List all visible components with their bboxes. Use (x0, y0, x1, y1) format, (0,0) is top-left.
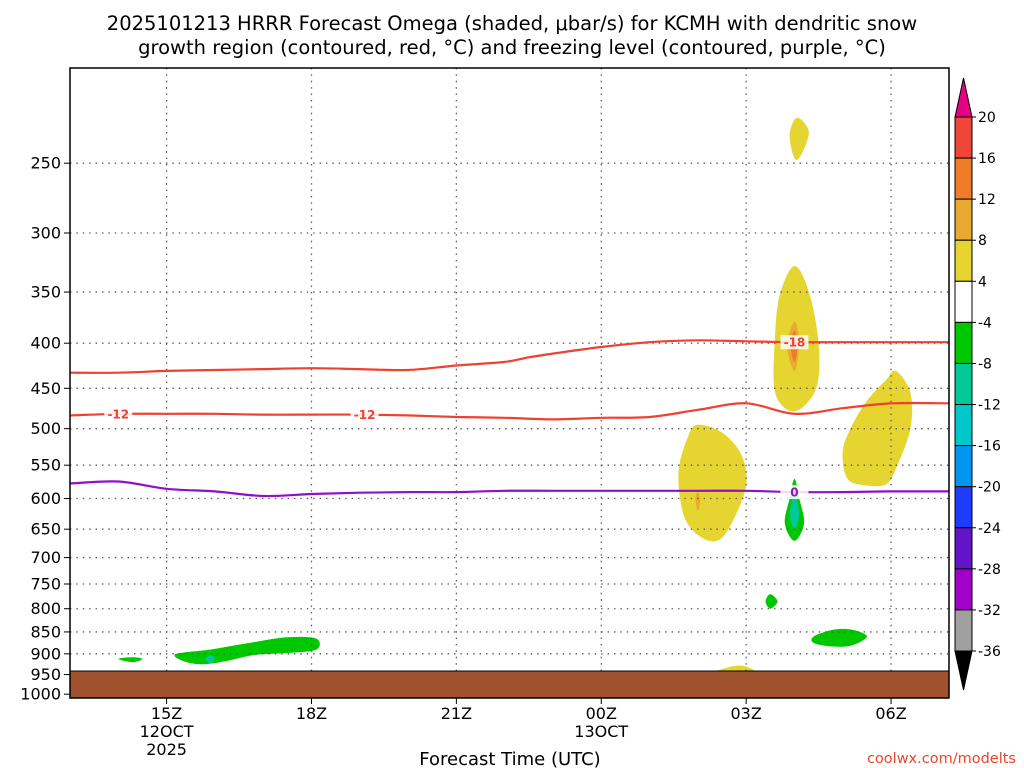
y-tick-label-950: 950 (30, 665, 61, 684)
colorbar-band-11 (954, 568, 973, 611)
isotherm-label-bg (780, 485, 809, 500)
y-tick-label-700: 700 (30, 548, 61, 567)
y-tick-label-250: 250 (30, 154, 61, 173)
colorbar-label-8: -16 (978, 439, 1001, 455)
colorbar-band-2 (954, 198, 973, 241)
colorbar-label-1: 16 (978, 151, 996, 167)
omega-region-14 (89, 614, 331, 675)
y-tick-label-350: 350 (30, 283, 61, 302)
colorbar-label-11: -28 (978, 562, 1001, 578)
y-tick-label-800: 800 (30, 599, 61, 618)
isotherm-label-bg (780, 335, 809, 350)
omega-region-18 (624, 570, 949, 651)
y-tick-label-400: 400 (30, 334, 61, 353)
colorbar-label-13: -36 (978, 644, 1001, 660)
y-tick-label-550: 550 (30, 456, 61, 475)
x-tick-label-27-0: 03Z (730, 704, 761, 723)
y-tick-label-1000: 1000 (20, 685, 61, 704)
isotherm-label-bg (104, 406, 133, 421)
x-tick-label-15-2: 2025 (146, 740, 187, 759)
credit-text: coolwx.com/modelts (867, 751, 1016, 767)
omega-region-20 (811, 628, 867, 647)
colorbar-label-6: -8 (978, 356, 992, 372)
colorbar-band-10 (954, 527, 973, 570)
chart-title-line-2: growth region (contoured, red, °C) and f… (138, 36, 886, 59)
omega-hole-0 (891, 625, 906, 633)
y-tick-label-500: 500 (30, 419, 61, 438)
omega-region-15 (118, 657, 143, 663)
omega-region-19 (765, 594, 778, 609)
colorbar-label-3: 8 (978, 233, 987, 249)
omega-region-9 (543, 414, 568, 519)
plot-area: -18 -12 -12 0 (70, 68, 949, 698)
omega-region-17 (205, 655, 215, 664)
omega-region-13 (938, 478, 949, 556)
x-tick-label-24-1: 13OCT (574, 722, 628, 741)
x-tick-label-24-0: 00Z (586, 704, 617, 723)
x-axis-label: Forecast Time (UTC) (419, 749, 600, 768)
y-tick-label-750: 750 (30, 574, 61, 593)
ground-fill (70, 671, 949, 698)
x-tick-label-15-0: 15Z (151, 704, 182, 723)
colorbar-band-4 (954, 280, 973, 323)
colorbar-label-9: -20 (978, 480, 1001, 496)
omega-region-5 (695, 492, 701, 512)
colorbar-band-12 (954, 609, 973, 652)
colorbar-label-12: -32 (978, 603, 1001, 619)
colorbar-band-5 (954, 321, 973, 364)
colorbar-label-5: -4 (978, 315, 992, 331)
plot-frame (69, 67, 950, 699)
x-tick-label-18-0: 18Z (296, 704, 327, 723)
colorbar-label-10: -24 (978, 521, 1001, 537)
colorbar-band-6 (954, 362, 973, 406)
ground-layer (70, 670, 949, 698)
y-tick-label-600: 600 (30, 489, 61, 508)
colorbar-band-8 (954, 445, 973, 488)
y-tick-label-900: 900 (30, 644, 61, 663)
temperature-contours: -18 -12 -12 0 (70, 335, 949, 500)
colorbar-under-triangle (954, 650, 973, 691)
colorbar-band-3 (954, 239, 973, 282)
colorbar-band-7 (954, 404, 973, 447)
isotherm-label-dgz-bottom-1: -12 (354, 408, 376, 422)
omega-region-4 (678, 424, 747, 542)
omega-region-12 (789, 495, 800, 530)
omega-region-0 (789, 117, 809, 161)
colorbar-band-9 (954, 486, 973, 529)
isotherm-label-dgz-bottom-0: -12 (107, 407, 129, 421)
colorbar-band-0 (954, 116, 973, 159)
colorbar-band-1 (954, 157, 973, 200)
colorbar-label-4: 4 (978, 274, 987, 290)
isotherm-label-bg (350, 407, 379, 422)
isotherm-label-freezing-level-0: 0 (790, 486, 798, 500)
y-tick-label-300: 300 (30, 224, 61, 243)
isotherm-label-dgz-top-0: -18 (784, 336, 806, 350)
y-tick-label-650: 650 (30, 520, 61, 539)
chart-title-line-1: 2025101213 HRRR Forecast Omega (shaded, … (107, 12, 917, 35)
x-tick-label-30-0: 06Z (875, 704, 906, 723)
y-tick-label-850: 850 (30, 622, 61, 641)
colorbar-label-2: 12 (978, 192, 996, 208)
y-axis-ticks: 250 300 350 400 450 500 550 600 650 700 750 800 850 9… (20, 154, 70, 704)
x-tick-label-21-0: 21Z (441, 704, 472, 723)
y-tick-label-450: 450 (30, 379, 61, 398)
colorbar-label-7: -12 (978, 398, 1001, 414)
isotherm-dgz-bottom (70, 401, 949, 421)
colorbar-label-0: 20 (978, 110, 996, 126)
grid (70, 68, 949, 698)
x-tick-label-15-1: 12OCT (140, 722, 194, 741)
colorbar: 20 16 12 8 4 -4 -8 -12 -16 -20 -24 -28 -32 -36 (954, 77, 1001, 691)
